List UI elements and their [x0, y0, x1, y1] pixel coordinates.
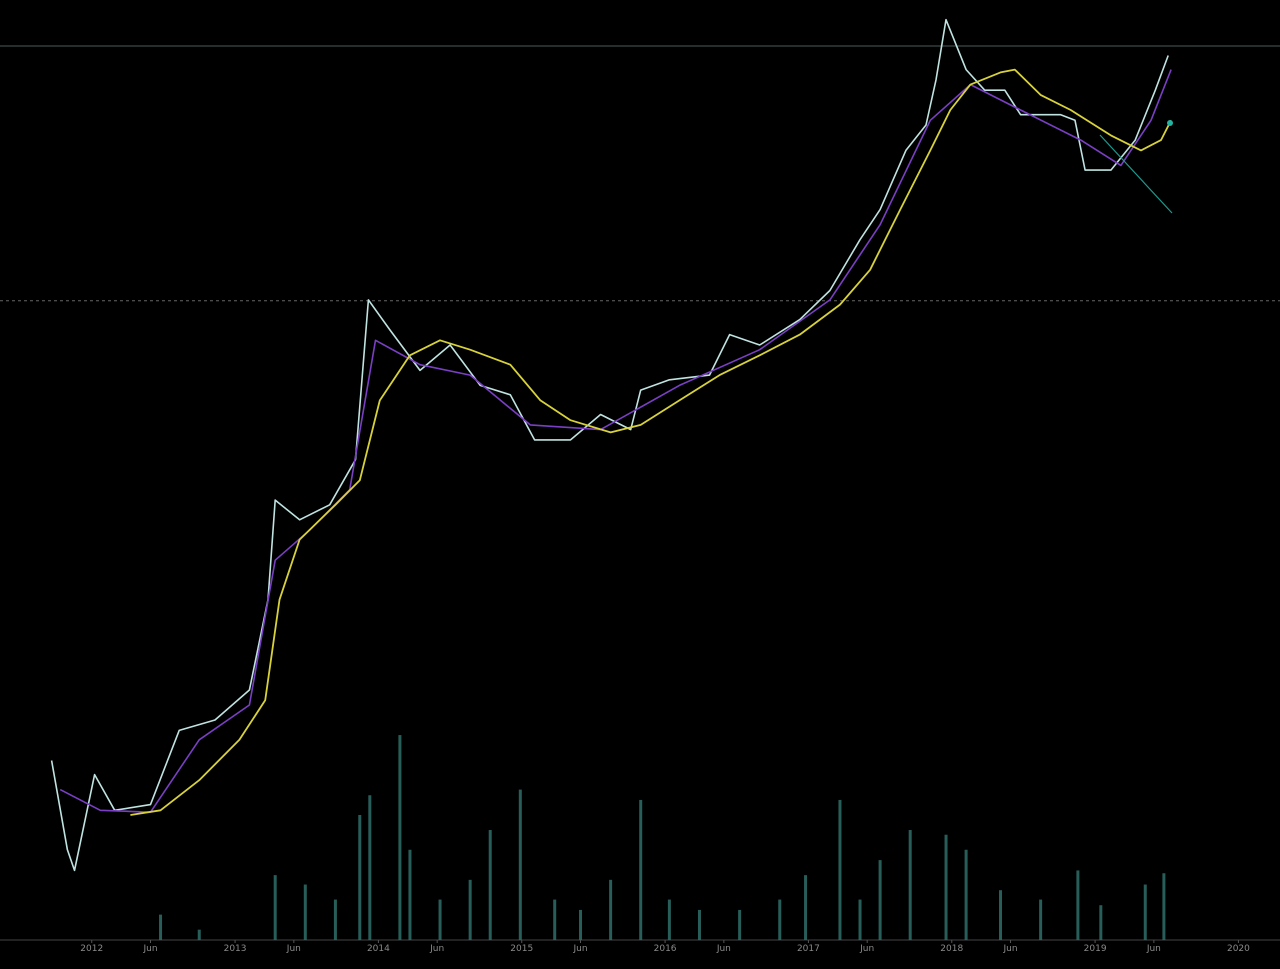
x-tick-label: Jun	[286, 944, 301, 954]
x-tick-label: 2012	[80, 944, 103, 954]
anchor-dot	[1167, 120, 1173, 126]
volume-bar	[358, 814, 362, 940]
x-tick-label: 2019	[1084, 944, 1107, 954]
volume-bar	[1143, 884, 1147, 940]
volume-bar	[1039, 899, 1043, 940]
volume-bar	[488, 830, 492, 940]
x-tick-label: 2020	[1227, 944, 1250, 954]
x-tick-label: Jun	[142, 944, 157, 954]
volume-bar	[333, 899, 337, 940]
price-line	[130, 68, 1172, 816]
volume-bar	[697, 909, 701, 940]
volume-bar	[197, 929, 201, 940]
x-tick-label: Jun	[1146, 944, 1161, 954]
volume-bar	[964, 849, 968, 940]
volume-bar	[738, 909, 742, 940]
volume-bar	[398, 735, 402, 940]
volume-bar	[1099, 905, 1103, 940]
x-tick-label: 2013	[224, 944, 247, 954]
x-tick-label: 2018	[940, 944, 963, 954]
volume-bar	[1162, 873, 1166, 940]
x-tick-label: Jun	[859, 944, 874, 954]
volume-bar	[303, 884, 307, 940]
volume-bar	[579, 909, 583, 940]
volume-bar	[273, 875, 277, 940]
volume-bar	[944, 834, 948, 940]
price-line	[59, 69, 1172, 813]
trend-line	[1099, 134, 1173, 214]
volume-bar	[804, 875, 808, 940]
volume-bar	[998, 890, 1002, 940]
x-tick-label: Jun	[429, 944, 444, 954]
x-tick-label: 2017	[797, 944, 820, 954]
volume-bar	[408, 849, 412, 940]
volume-bar	[838, 799, 842, 940]
volume-bar	[468, 879, 472, 940]
volume-bar	[667, 899, 671, 940]
x-tick-label: 2014	[367, 944, 390, 954]
volume-bar	[858, 899, 862, 940]
volume-bar	[368, 795, 372, 940]
volume-bar	[639, 799, 643, 940]
x-tick-label: Jun	[716, 944, 731, 954]
volume-bar	[778, 899, 782, 940]
volume-bar	[518, 789, 522, 940]
volume-bar	[553, 899, 557, 940]
volume-bar	[159, 914, 163, 940]
volume-bar	[438, 899, 442, 940]
x-tick-label: Jun	[572, 944, 587, 954]
volume-bar	[908, 830, 912, 940]
x-tick-label: Jun	[1002, 944, 1017, 954]
x-tick-label: 2015	[510, 944, 533, 954]
volume-bar	[878, 860, 882, 940]
x-tick-label: 2016	[654, 944, 677, 954]
volume-bar	[609, 879, 613, 940]
volume-bar	[1076, 870, 1080, 940]
